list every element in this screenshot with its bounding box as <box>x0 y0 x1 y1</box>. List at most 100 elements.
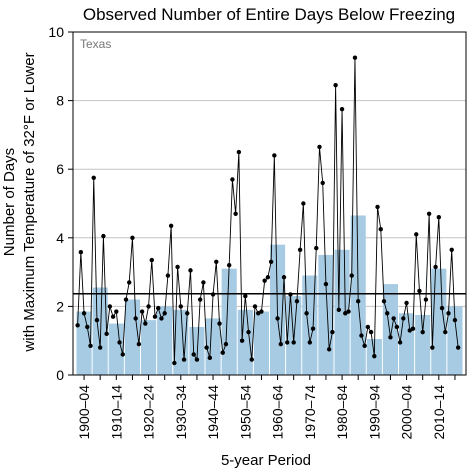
period-bar <box>157 306 173 375</box>
annual-point <box>110 314 116 319</box>
x-axis-label: 5-year Period <box>221 452 311 469</box>
annual-point <box>239 338 245 343</box>
period-bar <box>431 268 447 375</box>
annual-point <box>252 304 258 309</box>
annual-point <box>204 345 209 350</box>
plot-border <box>72 31 467 376</box>
annual-point <box>259 309 264 314</box>
annual-point <box>91 175 96 180</box>
annual-point <box>281 275 287 280</box>
annual-point <box>117 340 122 345</box>
annual-point <box>172 360 177 366</box>
y-tick-label: 10 <box>48 24 64 40</box>
annual-point <box>123 297 129 302</box>
annual-point <box>278 341 283 347</box>
annual-point <box>188 268 193 273</box>
annual-point <box>294 299 300 304</box>
chart-title: Observed Number of Entire Days Below Fre… <box>83 5 455 24</box>
annual-point <box>326 347 332 352</box>
annual-point <box>336 307 342 313</box>
annual-point <box>149 257 154 263</box>
annual-point <box>152 314 158 319</box>
annual-point <box>81 311 87 316</box>
annual-point <box>185 311 190 316</box>
annual-point <box>139 309 145 314</box>
y-axis-label-line2: with Maximum Temperature of 32°F or Lowe… <box>21 52 38 352</box>
annual-point <box>156 305 161 311</box>
x-tick-label: 1900–04 <box>76 385 92 440</box>
y-axis-label-line1: Number of Days <box>1 148 18 256</box>
annual-point <box>423 297 429 302</box>
period-bar <box>253 311 269 375</box>
annual-point <box>249 357 254 362</box>
period-bar <box>141 320 157 375</box>
annual-point <box>120 352 125 357</box>
annual-point <box>175 264 180 270</box>
annual-point <box>375 204 380 210</box>
annual-point <box>446 311 451 316</box>
annual-point <box>197 297 203 302</box>
annual-point <box>317 144 322 150</box>
annual-point <box>268 259 274 265</box>
annual-point <box>272 153 277 158</box>
annual-point <box>330 329 335 335</box>
period-bar <box>76 311 92 375</box>
annual-point <box>443 329 448 335</box>
period-bar <box>382 284 398 375</box>
annual-point <box>165 273 171 278</box>
annual-point <box>275 316 280 321</box>
annual-point <box>136 341 142 347</box>
annual-point <box>339 106 345 112</box>
annual-point <box>449 247 454 253</box>
annual-point <box>394 324 400 330</box>
annual-point <box>407 328 412 333</box>
x-tick-label: 1920–24 <box>141 385 157 440</box>
annual-point <box>310 326 316 331</box>
period-bar <box>415 314 431 375</box>
annual-point <box>146 304 151 309</box>
annual-point <box>191 352 196 357</box>
annual-point <box>362 343 367 349</box>
annual-point <box>307 340 313 345</box>
annual-point <box>452 317 458 323</box>
annual-point <box>210 292 216 297</box>
annual-point <box>455 345 461 350</box>
annual-point <box>439 305 445 311</box>
annual-point <box>85 324 90 330</box>
y-tick-label: 2 <box>56 298 64 314</box>
annual-point <box>236 149 242 155</box>
annual-point <box>246 329 251 335</box>
annual-point <box>368 329 374 335</box>
annual-point <box>297 247 303 253</box>
annual-point <box>168 223 174 228</box>
annual-point <box>430 345 435 350</box>
annual-point <box>159 316 164 321</box>
annual-point <box>288 292 293 297</box>
period-bar <box>302 275 318 375</box>
annual-point <box>178 304 184 309</box>
y-tick-label: 6 <box>56 161 64 177</box>
annual-point <box>220 350 225 355</box>
annual-point <box>349 273 354 278</box>
annual-point <box>417 288 422 294</box>
y-tick-label: 0 <box>56 367 64 383</box>
x-tick-label: 2010–14 <box>431 385 447 440</box>
period-bar <box>189 326 205 375</box>
x-tick-label: 1980–84 <box>334 385 350 440</box>
annual-point <box>233 211 238 216</box>
annual-point <box>265 275 271 280</box>
annual-point <box>323 281 329 287</box>
annual-point <box>333 82 338 88</box>
period-bar <box>447 306 463 375</box>
annual-point <box>291 340 296 345</box>
x-tick-label: 2000–04 <box>399 385 415 440</box>
annual-point <box>301 201 306 206</box>
annual-point <box>378 227 383 232</box>
annual-point <box>256 311 261 316</box>
annual-point <box>359 333 364 338</box>
annual-point <box>78 250 84 255</box>
annual-point <box>414 232 419 237</box>
plot-frame <box>72 31 467 376</box>
annual-point <box>401 316 406 321</box>
